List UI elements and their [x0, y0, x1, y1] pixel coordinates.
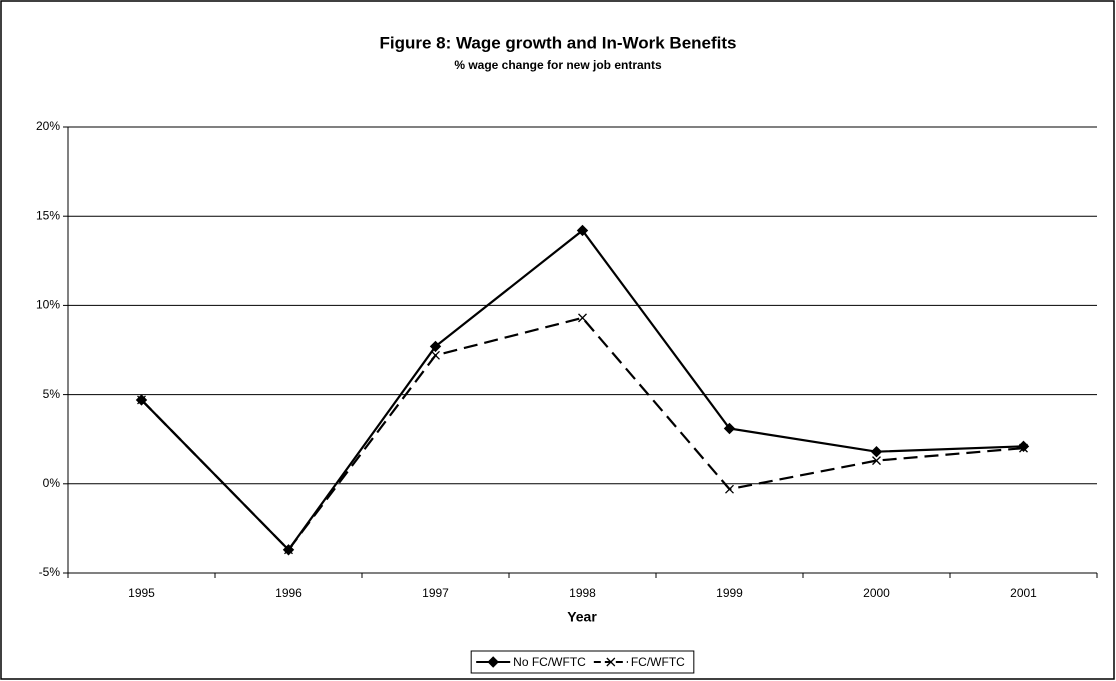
- marker: [578, 313, 587, 323]
- marker: [870, 445, 883, 458]
- x-tick-label: 2001: [1010, 586, 1037, 600]
- marker: [872, 456, 881, 466]
- marker: [1019, 443, 1028, 453]
- x-tick-label: 2000: [863, 586, 890, 600]
- x-tick-label: 1995: [128, 586, 155, 600]
- x-tick-label: 1997: [422, 586, 449, 600]
- marker: [723, 422, 736, 435]
- marker: [725, 484, 734, 494]
- x-tick-label: 1999: [716, 586, 743, 600]
- marker: [284, 545, 293, 555]
- legend-box: [470, 650, 695, 674]
- legend-label: No FC/WFTC: [513, 655, 586, 669]
- x-tick-label: 1998: [569, 586, 596, 600]
- y-tick-label: -5%: [39, 565, 61, 579]
- marker: [429, 340, 442, 353]
- legend-marker: [487, 656, 499, 668]
- legend-marker: [606, 657, 616, 667]
- y-tick-label: 15%: [36, 208, 60, 222]
- y-tick-label: 5%: [43, 387, 61, 401]
- y-tick-label: 10%: [36, 298, 60, 312]
- y-tick-label: 0%: [43, 476, 61, 490]
- x-axis-label: Year: [567, 609, 597, 625]
- legend-label: FC/WFTC: [631, 655, 685, 669]
- marker: [576, 224, 589, 237]
- chart-subtitle: % wage change for new job entrants: [454, 58, 662, 72]
- y-tick-label: 20%: [36, 119, 60, 133]
- marker: [137, 395, 146, 405]
- marker: [431, 350, 440, 360]
- x-tick-label: 1996: [275, 586, 302, 600]
- chart-title: Figure 8: Wage growth and In-Work Benefi…: [379, 33, 736, 52]
